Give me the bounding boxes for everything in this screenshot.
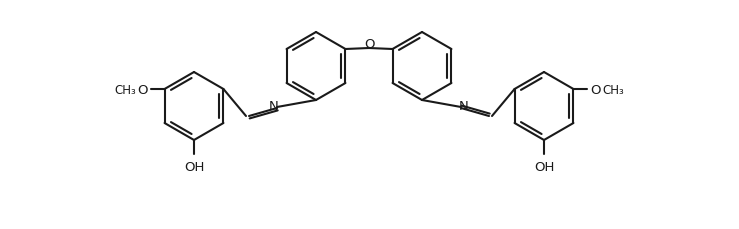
Text: O: O	[590, 83, 601, 96]
Text: O: O	[364, 38, 374, 51]
Text: N: N	[269, 100, 279, 113]
Text: N: N	[459, 100, 469, 113]
Text: CH₃: CH₃	[115, 83, 137, 96]
Text: OH: OH	[184, 160, 204, 173]
Text: O: O	[137, 83, 148, 96]
Text: CH₃: CH₃	[602, 83, 624, 96]
Text: OH: OH	[534, 160, 554, 173]
